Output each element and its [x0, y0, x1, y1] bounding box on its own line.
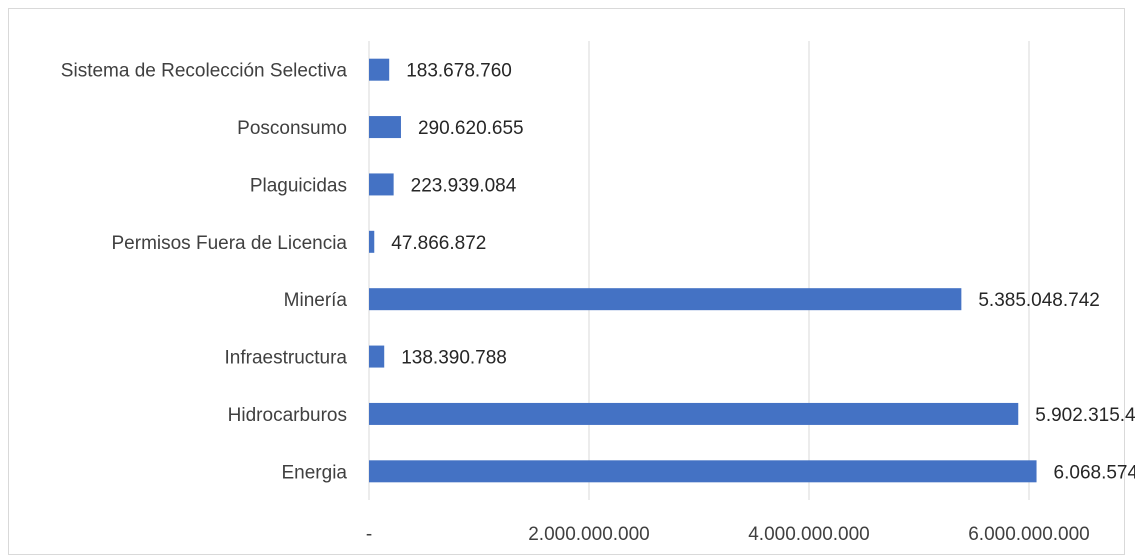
value-label-3: 47.866.872: [391, 233, 486, 254]
value-label-1: 290.620.655: [418, 118, 524, 139]
x-tick-label-3: 6.000.000.000: [968, 524, 1090, 545]
x-tick-label-0: -: [366, 524, 372, 545]
x-tick-label-1: 2.000.000.000: [528, 524, 650, 545]
category-label-6: Hidrocarburos: [228, 405, 347, 426]
category-label-7: Energia: [282, 462, 348, 483]
category-label-0: Sistema de Recolección Selectiva: [61, 61, 348, 82]
category-label-1: Posconsumo: [237, 118, 347, 139]
category-label-5: Infraestructura: [225, 348, 348, 369]
bar-2: [369, 173, 394, 196]
x-tick-label-2: 4.000.000.000: [748, 524, 870, 545]
value-label-6: 5.902.315.490: [1035, 405, 1135, 426]
bar-6: [369, 402, 1019, 425]
bar-3: [369, 230, 375, 253]
value-label-2: 223.939.084: [411, 175, 517, 196]
bar-0: [369, 58, 390, 81]
value-label-5: 138.390.788: [401, 348, 507, 369]
bar-7: [369, 460, 1037, 483]
category-label-3: Permisos Fuera de Licencia: [112, 233, 348, 254]
category-label-4: Minería: [284, 290, 348, 311]
bar-1: [369, 116, 401, 139]
value-label-7: 6.068.574.714: [1054, 462, 1135, 483]
bar-5: [369, 345, 385, 368]
category-label-2: Plaguicidas: [250, 175, 347, 196]
value-label-0: 183.678.760: [406, 61, 512, 82]
value-label-4: 5.385.048.742: [978, 290, 1100, 311]
bar-4: [369, 288, 962, 311]
